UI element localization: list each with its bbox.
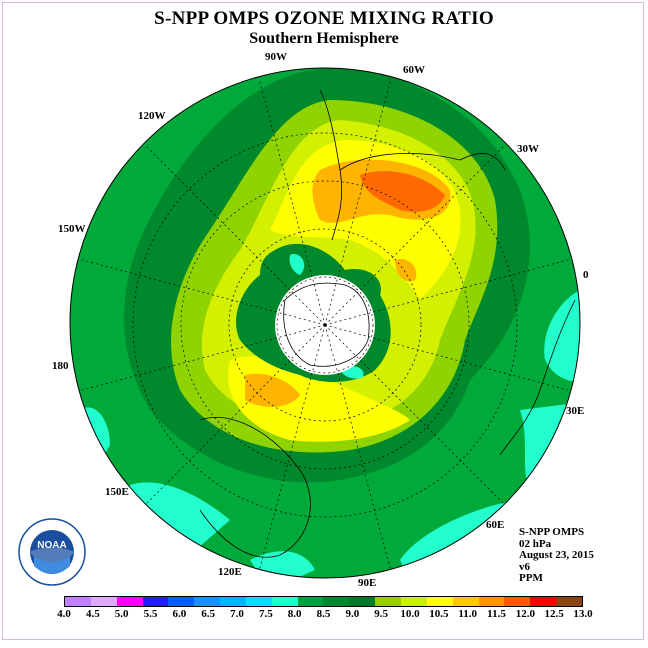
colorbar-swatch: [530, 597, 557, 606]
colorbar-swatch: [116, 597, 143, 606]
info-pressure: 02 hPa: [519, 537, 552, 550]
coastline-antarctica: [283, 282, 370, 367]
colorbar-swatch: [556, 597, 582, 606]
orange-zone-south: [245, 373, 300, 407]
colorbar-swatch: [349, 597, 376, 606]
cyan-patch-bottom: [250, 551, 315, 578]
noaa-logo: NOAA: [18, 518, 86, 586]
colorbar-swatch: [452, 597, 479, 606]
cyan-patch-southwest: [120, 482, 230, 555]
colorbar-swatch: [168, 597, 195, 606]
colorbar-label: 6.5: [201, 608, 216, 620]
coastline-africa: [499, 299, 576, 456]
lon-label-120w: 120W: [138, 110, 166, 122]
colorbar-label: 11.5: [487, 608, 506, 620]
colorbar-swatch: [245, 597, 272, 606]
colorbar-swatch: [194, 597, 221, 606]
colorbar-label: 8.0: [287, 608, 302, 620]
colorbar-swatch: [375, 597, 401, 606]
colorbar-label: 12.5: [544, 608, 564, 620]
lon-label-90w: 90W: [265, 51, 287, 63]
cyan-patch-pole-1: [289, 254, 305, 275]
page-subtitle: Southern Hemisphere: [249, 30, 399, 47]
dark-orange-zone: [360, 171, 445, 212]
colorbar-label: 4.0: [57, 608, 71, 620]
orange-zone-east: [395, 259, 417, 282]
info-version: v6: [519, 560, 530, 573]
lon-label-120e: 120E: [218, 566, 242, 578]
map-border: [69, 67, 581, 579]
colorbar-swatch: [504, 597, 531, 606]
colorbar-swatch: [142, 597, 169, 606]
info-date: August 23, 2015: [519, 549, 594, 561]
info-units: PPM: [519, 572, 543, 584]
colorbar-label: 5.0: [114, 608, 129, 620]
colorbar-label: 6.0: [172, 608, 187, 620]
latitude-circle: [228, 228, 422, 422]
info-block: S-NPP OMPS 02 hPa August 23, 2015 v6 PPM: [519, 526, 594, 585]
lon-label-180: 180: [52, 360, 69, 372]
colorbar-label: 7.5: [258, 608, 273, 620]
lon-label-150w: 150W: [58, 223, 86, 235]
coastline-south-america: [319, 89, 506, 241]
latitude-circle: [132, 132, 518, 518]
graticule: [78, 78, 572, 572]
colorbar-label: 13.0: [573, 608, 593, 620]
colorbar-swatch: [65, 597, 91, 606]
latitude-circle: [180, 180, 470, 470]
colorbar-swatch: [478, 597, 505, 606]
page-title: S-NPP OMPS OZONE MIXING RATIO: [154, 8, 494, 29]
colorbar-label: 9.0: [345, 608, 360, 620]
lon-label-0: 0: [583, 269, 589, 281]
colorbar: [64, 596, 583, 607]
lon-label-60e: 60E: [486, 519, 505, 531]
lon-label-60w: 60W: [403, 64, 425, 76]
latitude-circle: [276, 276, 374, 374]
colorbar-label: 12.0: [515, 608, 535, 620]
colorbar-swatch: [220, 597, 246, 606]
colorbar-label: 4.5: [85, 608, 100, 620]
colorbar-swatch: [323, 597, 350, 606]
colorbar-label: 7.0: [230, 608, 244, 620]
colorbar-label: 11.0: [458, 608, 477, 620]
colorbar-label: 5.5: [143, 608, 158, 620]
colorbar-swatch: [400, 597, 427, 606]
lon-label-30e: 30E: [566, 405, 585, 417]
info-satellite: S-NPP OMPS: [519, 526, 585, 538]
colorbar-label: 10.5: [429, 608, 449, 620]
cyan-patch-southeast: [520, 400, 580, 490]
colorbar-swatch: [426, 597, 453, 606]
colorbar-swatch: [297, 597, 324, 606]
noaa-logo-text: NOAA: [37, 540, 66, 551]
lon-label-90e: 90E: [358, 577, 377, 589]
colorbar-label: 8.5: [316, 608, 331, 620]
colorbar-swatch: [90, 597, 117, 606]
coastline-australia: [199, 417, 311, 558]
map-frame: [2, 2, 644, 640]
colorbar-label: 9.5: [374, 608, 389, 620]
colorbar-label: 10.0: [400, 608, 420, 620]
lon-label-30w: 30W: [517, 143, 539, 155]
lon-label-150e: 150E: [105, 486, 129, 498]
colorbar-swatch: [271, 597, 298, 606]
